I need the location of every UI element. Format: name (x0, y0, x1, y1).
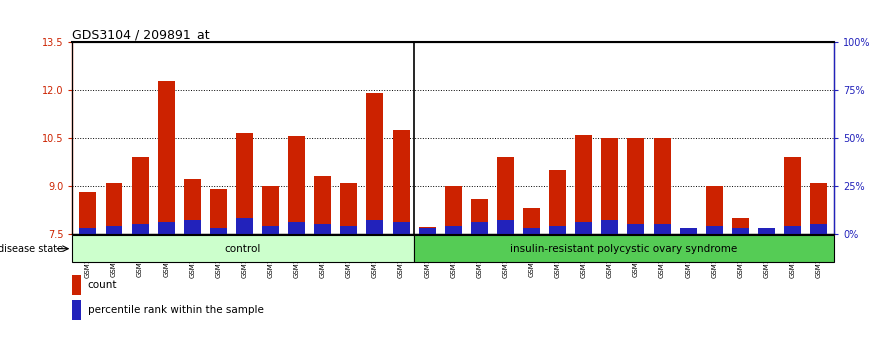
Bar (263, 226, 279, 234)
Bar (811, 224, 827, 234)
Bar (706, 226, 722, 234)
Bar (340, 183, 358, 234)
Bar (340, 226, 358, 234)
Text: count: count (88, 280, 117, 290)
Bar (784, 226, 801, 234)
Bar (523, 208, 540, 234)
Bar (210, 189, 227, 234)
Text: control: control (225, 244, 262, 254)
Text: insulin-resistant polycystic ovary syndrome: insulin-resistant polycystic ovary syndr… (510, 244, 737, 254)
Bar (497, 157, 514, 234)
Bar (758, 228, 775, 234)
Bar (679, 228, 697, 234)
Bar (72, 235, 414, 262)
Bar (679, 229, 697, 234)
Bar (393, 130, 410, 234)
Bar (366, 220, 383, 234)
Bar (627, 138, 644, 234)
Bar (393, 222, 410, 234)
Bar (627, 224, 644, 234)
Bar (418, 227, 436, 234)
Bar (470, 199, 488, 234)
Bar (497, 220, 514, 234)
Bar (315, 176, 331, 234)
Bar (575, 222, 592, 234)
Bar (158, 222, 174, 234)
Bar (414, 235, 834, 262)
Bar (106, 183, 122, 234)
Bar (158, 81, 174, 234)
Bar (732, 218, 749, 234)
Bar (131, 157, 149, 234)
Text: GDS3104 / 209891_at: GDS3104 / 209891_at (72, 28, 210, 41)
Bar (288, 136, 305, 234)
Bar (654, 138, 670, 234)
Bar (236, 218, 253, 234)
Bar (184, 179, 201, 234)
Bar (602, 220, 618, 234)
Bar (315, 224, 331, 234)
Bar (654, 224, 670, 234)
Bar (131, 224, 149, 234)
Bar (366, 93, 383, 234)
Bar (811, 183, 827, 234)
Bar (106, 226, 122, 234)
Bar (706, 186, 722, 234)
Bar (184, 220, 201, 234)
Bar (523, 228, 540, 234)
Text: percentile rank within the sample: percentile rank within the sample (88, 306, 263, 315)
Text: disease state: disease state (0, 244, 63, 254)
Bar (549, 226, 566, 234)
Bar (445, 226, 462, 234)
Bar (602, 138, 618, 234)
Bar (72, 275, 81, 295)
Bar (575, 135, 592, 234)
Bar (445, 186, 462, 234)
Bar (79, 192, 96, 234)
Bar (784, 157, 801, 234)
Bar (418, 228, 436, 234)
Bar (470, 222, 488, 234)
Bar (210, 228, 227, 234)
Bar (263, 186, 279, 234)
Bar (79, 228, 96, 234)
Bar (732, 228, 749, 234)
Bar (236, 133, 253, 234)
Bar (72, 300, 81, 320)
Bar (288, 222, 305, 234)
Bar (549, 170, 566, 234)
